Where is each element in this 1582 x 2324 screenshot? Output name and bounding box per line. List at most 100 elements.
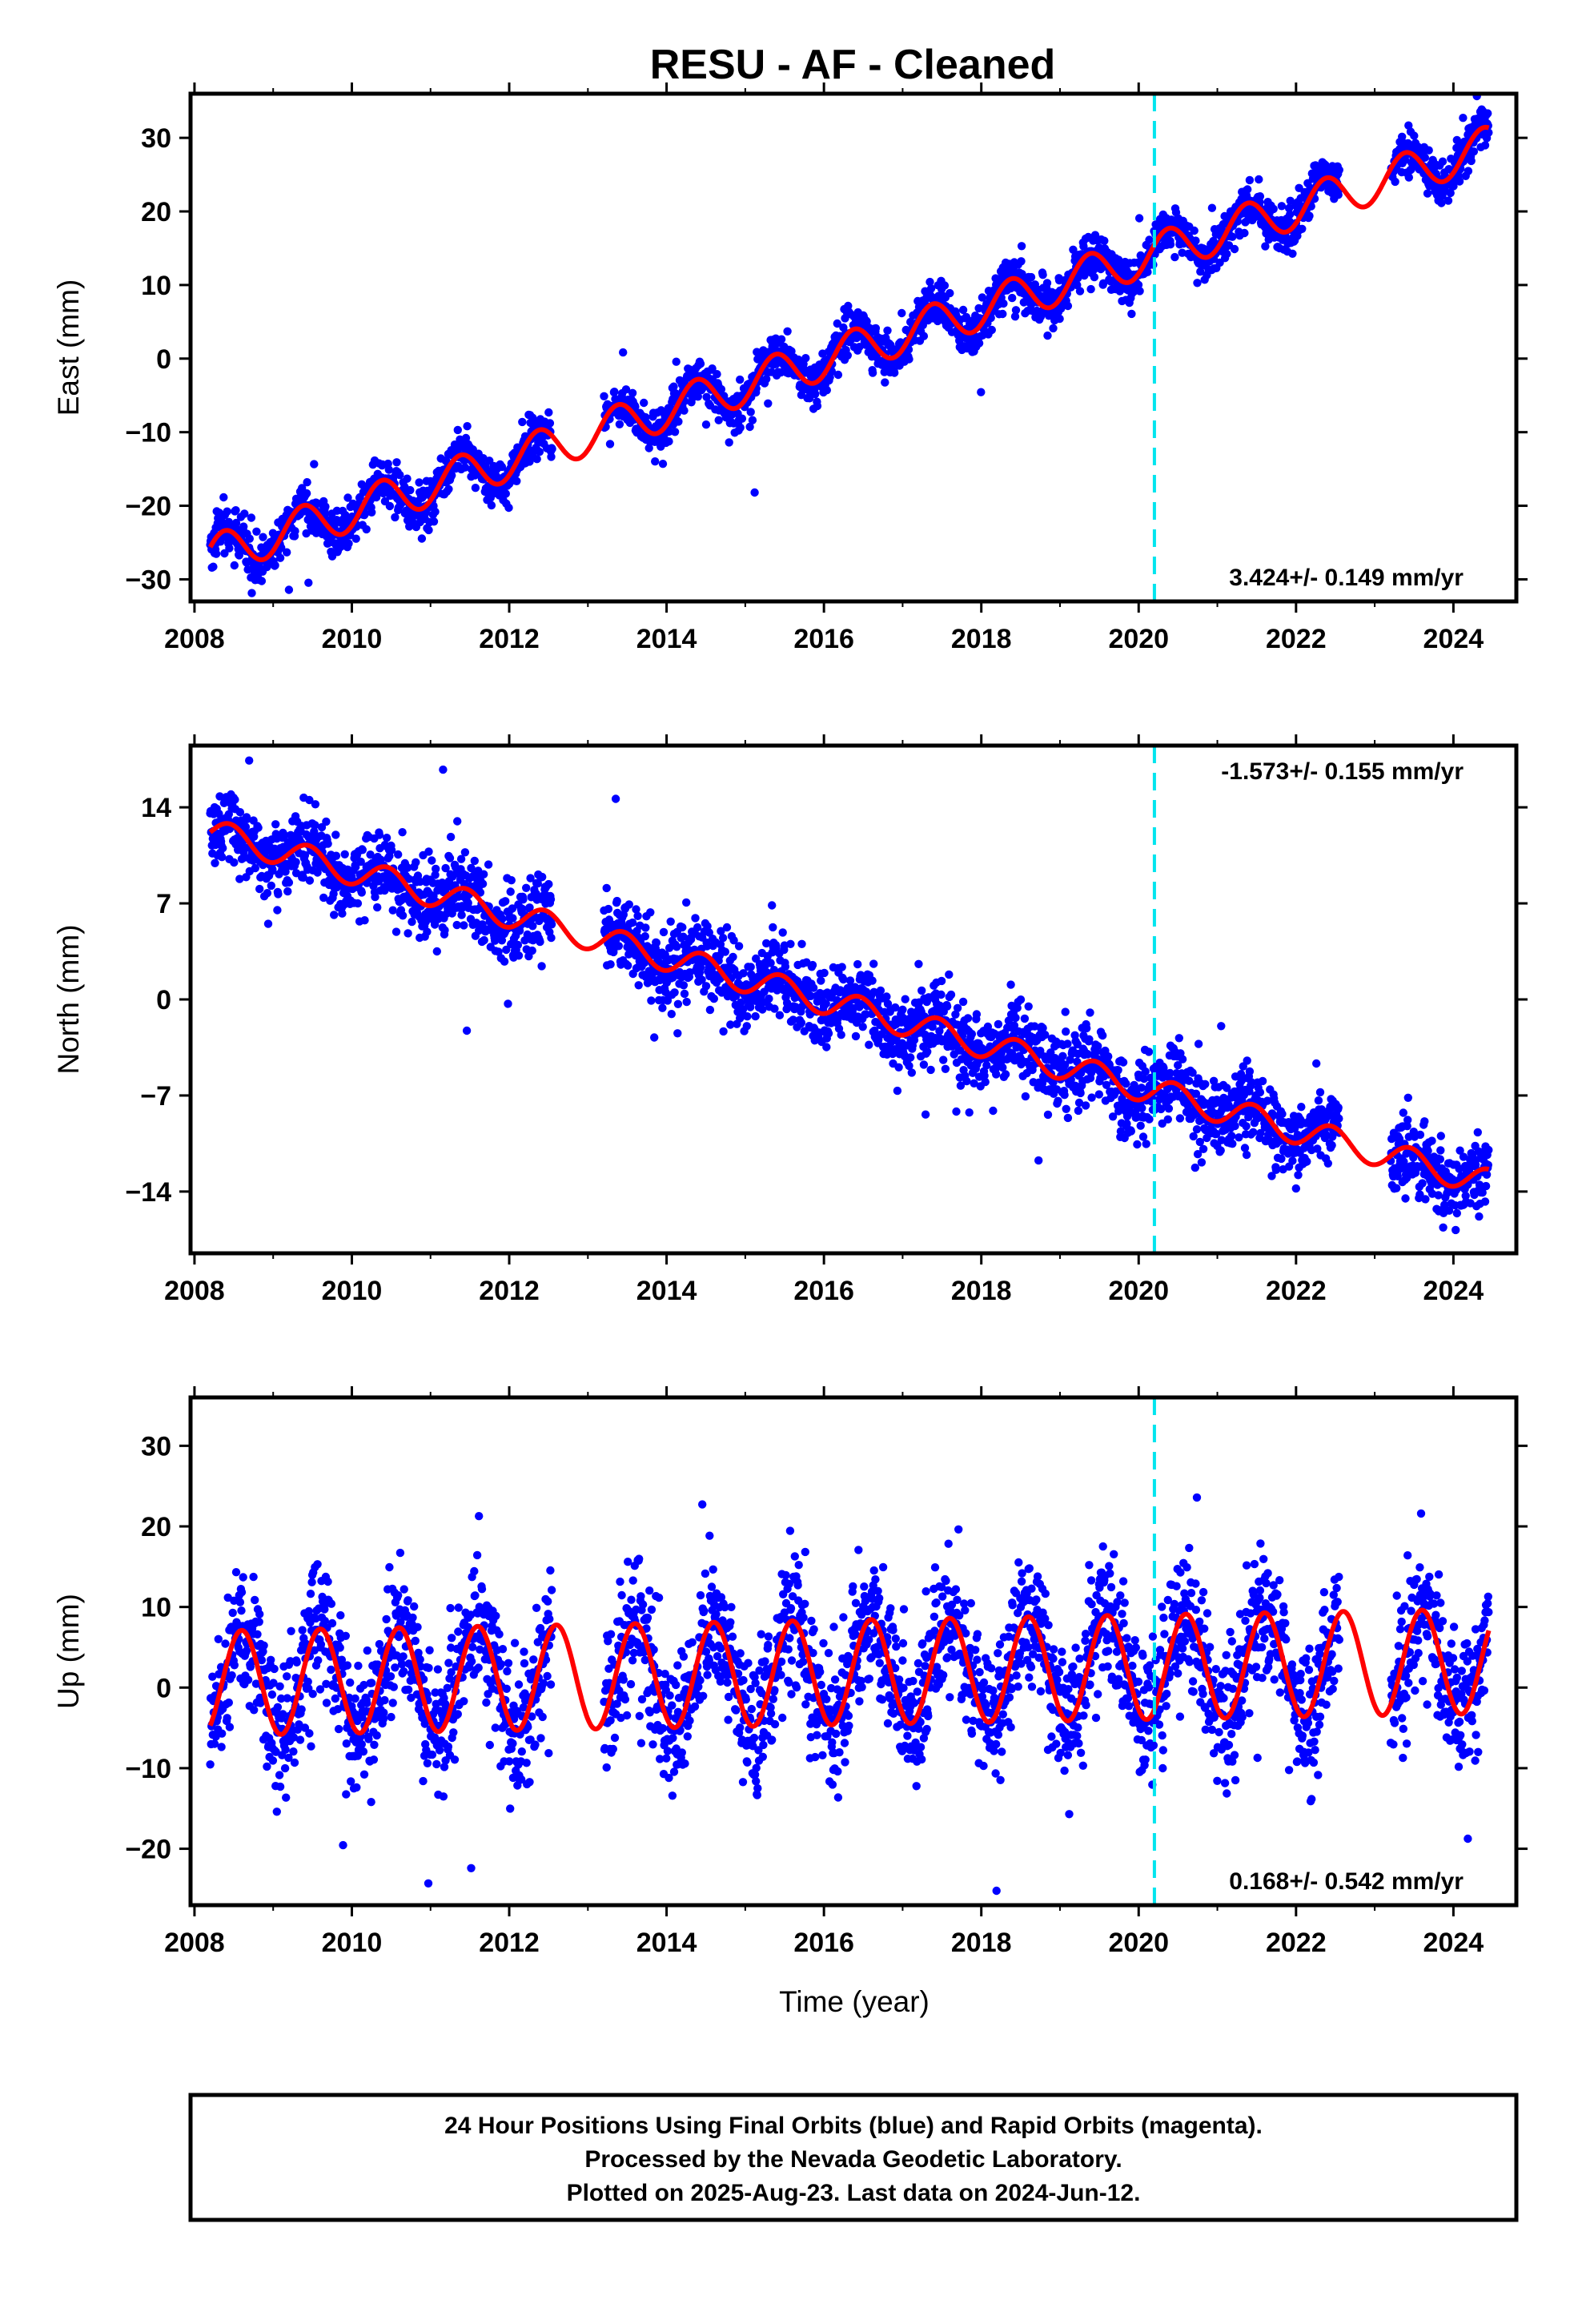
data-point	[666, 917, 675, 927]
data-point	[693, 392, 702, 401]
data-point	[487, 501, 496, 510]
data-point	[624, 961, 632, 970]
data-point	[769, 923, 777, 932]
data-point	[303, 478, 311, 487]
data-point	[504, 999, 512, 1008]
data-point	[659, 927, 669, 937]
data-point	[882, 992, 891, 1001]
data-point	[382, 834, 391, 842]
data-point	[641, 923, 650, 932]
data-point	[362, 525, 371, 534]
data-point	[548, 444, 556, 453]
y-tick-label: 20	[141, 197, 171, 227]
data-point	[1100, 236, 1109, 245]
data-point	[331, 851, 341, 860]
data-point	[321, 502, 330, 511]
data-point	[702, 392, 711, 401]
data-point	[351, 534, 360, 543]
x-tick-label: 2014	[636, 624, 697, 654]
data-point	[647, 996, 656, 1005]
data-point	[600, 392, 608, 400]
data-point	[403, 474, 412, 483]
data-point	[500, 957, 509, 966]
data-point	[1480, 141, 1490, 150]
data-point	[302, 489, 311, 498]
rate-annotation: 3.424+/- 0.149 mm/yr	[1229, 565, 1464, 591]
data-point	[967, 1030, 977, 1039]
data-point	[1061, 1007, 1070, 1016]
data-point	[273, 906, 282, 915]
data-point	[865, 1040, 873, 1049]
data-point	[545, 419, 555, 428]
data-point	[1043, 1110, 1053, 1120]
data-point	[528, 922, 537, 931]
data-point	[1094, 1090, 1104, 1099]
data-point	[471, 484, 480, 493]
data-point	[1201, 1080, 1210, 1089]
east-panel: 2008 2010 2012 2014 2016 2018 2020 2022 2024−30−…	[52, 82, 1528, 654]
data-point	[1484, 128, 1493, 137]
data-point	[343, 493, 352, 502]
data-point	[445, 854, 455, 862]
data-point	[926, 284, 936, 293]
data-point	[937, 976, 946, 986]
data-point	[713, 370, 721, 379]
data-point	[1245, 175, 1255, 185]
data-point	[762, 375, 771, 384]
data-point	[284, 585, 294, 594]
data-point	[225, 544, 234, 553]
data-point	[501, 489, 510, 498]
data-point	[1194, 1039, 1203, 1048]
data-point	[291, 527, 299, 536]
data-point	[271, 820, 280, 829]
data-point	[750, 488, 759, 497]
data-point	[893, 1086, 902, 1096]
data-point	[894, 1063, 903, 1072]
data-point	[404, 929, 412, 938]
data-point	[1163, 1115, 1173, 1124]
data-point	[602, 883, 611, 893]
data-point	[634, 981, 643, 990]
data-point	[781, 962, 790, 971]
x-tick-label: 2024	[1423, 624, 1484, 654]
data-point	[1016, 995, 1026, 1004]
data-point	[358, 846, 367, 854]
data-point	[822, 386, 832, 395]
data-point	[391, 513, 400, 522]
data-point	[1122, 1080, 1130, 1088]
data-point	[898, 1005, 907, 1015]
data-point	[923, 1047, 932, 1056]
data-point	[255, 884, 264, 894]
data-point	[1011, 1013, 1020, 1023]
data-point	[513, 940, 523, 950]
data-point	[824, 1029, 833, 1038]
data-point	[1008, 293, 1017, 303]
x-tick-label: 2012	[479, 624, 540, 654]
data-point	[1277, 202, 1287, 211]
data-point	[398, 828, 407, 837]
data-point	[453, 425, 462, 435]
data-point	[665, 437, 673, 446]
data-point	[691, 914, 700, 923]
data-point	[1255, 175, 1263, 184]
data-point	[808, 960, 817, 970]
data-point	[736, 375, 745, 384]
data-point	[514, 951, 524, 960]
data-point	[709, 994, 718, 1003]
data-point	[367, 508, 376, 517]
data-point	[1459, 114, 1468, 123]
data-point	[939, 1055, 948, 1064]
data-point	[628, 388, 637, 397]
data-point	[423, 927, 432, 936]
data-point	[1081, 1101, 1090, 1110]
data-point	[1087, 1093, 1096, 1102]
data-point	[631, 402, 640, 412]
data-point	[547, 452, 556, 461]
data-point	[547, 933, 556, 943]
data-point	[357, 888, 366, 897]
data-point	[745, 422, 754, 432]
data-point	[1143, 267, 1152, 276]
data-point	[680, 989, 689, 999]
data-point	[640, 398, 648, 408]
data-point	[682, 898, 691, 907]
